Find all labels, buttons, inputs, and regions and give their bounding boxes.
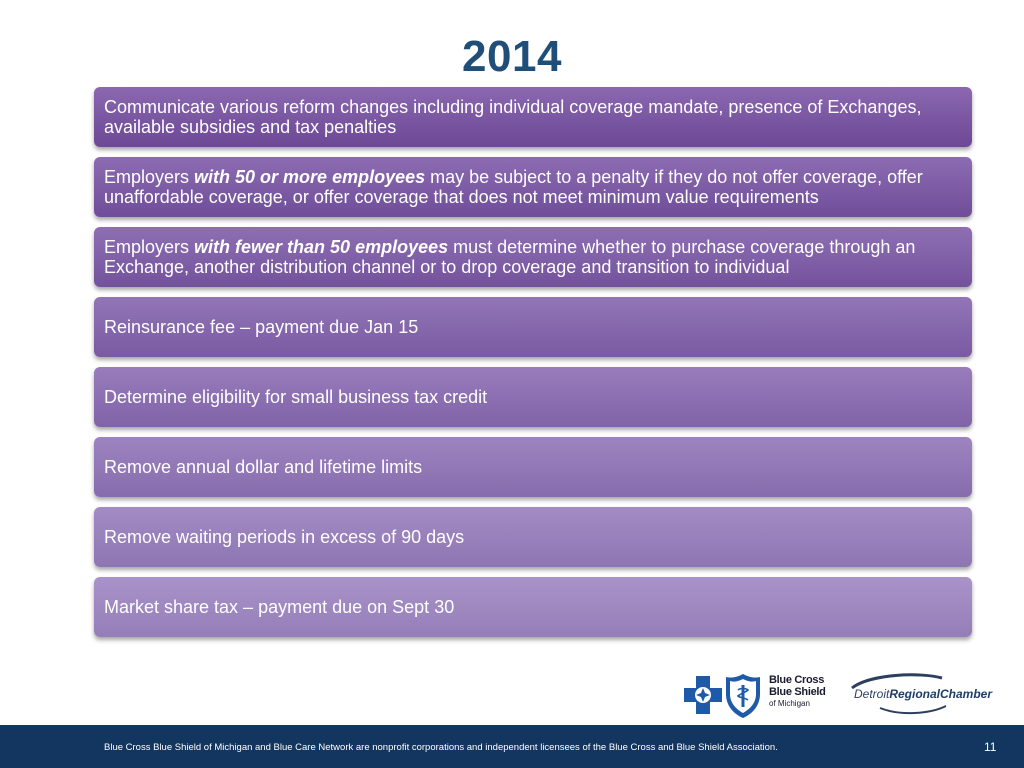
footer-bar: Blue Cross Blue Shield of Michigan and B…	[0, 725, 1024, 768]
item-text-main: Remove annual dollar and lifetime limits	[104, 457, 423, 477]
timeline-item-3: Employers with fewer than 50 employees m…	[94, 227, 972, 287]
item-text-emphasis: with 50 or more employees	[194, 167, 426, 187]
footer-disclaimer: Blue Cross Blue Shield of Michigan and B…	[104, 742, 778, 753]
timeline-item-1: Communicate various reform changes inclu…	[94, 87, 972, 147]
blue-shield-icon	[726, 674, 760, 718]
timeline-item-8: Market share tax – payment due on Sept 3…	[94, 577, 972, 637]
timeline-item-5: Determine eligibility for small business…	[94, 367, 972, 427]
item-text-main: Communicate various reform changes inclu…	[104, 97, 922, 137]
item-text-pre: Employers	[104, 237, 195, 257]
chamber-logo: DetroitRegionalChamber	[850, 672, 1010, 716]
chamber-part1: Detroit	[854, 687, 890, 701]
item-text: Communicate various reform changes inclu…	[104, 97, 962, 137]
chamber-swoosh-icon	[851, 673, 947, 715]
timeline-item-2: Employers with 50 or more employees may …	[94, 157, 972, 217]
timeline-item-7: Remove waiting periods in excess of 90 d…	[94, 507, 972, 567]
timeline-item-6: Remove annual dollar and lifetime limits	[94, 437, 972, 497]
chamber-part2: RegionalChamber	[889, 687, 993, 701]
bcbs-line2: Blue Shield	[769, 686, 826, 698]
item-text-main: Remove waiting periods in excess of 90 d…	[104, 527, 465, 547]
logo-area: Blue Cross Blue Shield of Michigan Detro…	[680, 670, 1020, 722]
item-text-main: Determine eligibility for small business…	[104, 387, 488, 407]
bcbs-wordmark: Blue Cross Blue Shield of Michigan	[769, 674, 826, 709]
bcbs-line1: Blue Cross	[769, 674, 825, 686]
bcbs-line3: of Michigan	[769, 699, 810, 708]
item-text-main: Reinsurance fee – payment due Jan 15	[104, 317, 419, 337]
chamber-wordmark: DetroitRegionalChamber	[854, 687, 992, 701]
item-text-pre: Employers	[104, 167, 195, 187]
slide-title: 2014	[462, 32, 562, 81]
page-number: 11	[984, 740, 997, 754]
item-text: Employers with 50 or more employees may …	[104, 167, 962, 207]
item-text-main: Market share tax – payment due on Sept 3…	[104, 597, 455, 617]
item-text-post: must determine whether to purchase cover…	[104, 237, 916, 277]
item-text-post: may be subject to a penalty if they do n…	[104, 167, 923, 207]
blue-cross-icon	[684, 676, 722, 714]
item-text-emphasis: with fewer than 50 employees	[194, 237, 449, 257]
timeline-item-4: Reinsurance fee – payment due Jan 15	[94, 297, 972, 357]
item-text: Employers with fewer than 50 employees m…	[104, 237, 962, 277]
